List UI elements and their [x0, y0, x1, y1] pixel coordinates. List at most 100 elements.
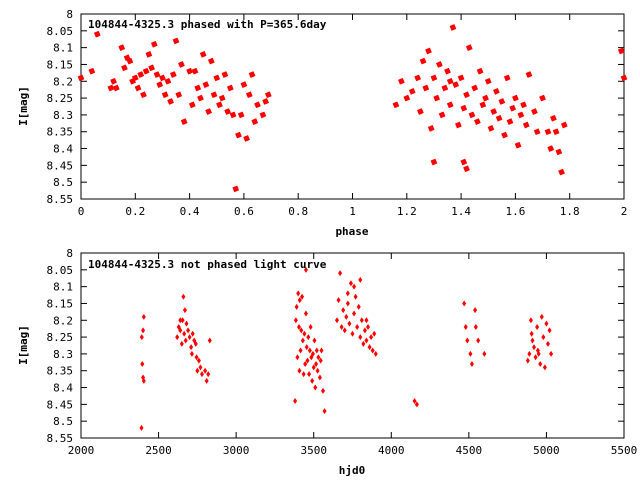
phased-data-point: [164, 77, 172, 85]
phased-data-point: [150, 40, 158, 48]
unphased-data-point: [302, 330, 307, 337]
unphased-data-point: [307, 371, 312, 378]
unphased-x-ticks: 2000 2500 3000 3500 4000 4500 5000 5500: [68, 253, 638, 457]
unphased-y-tick-label: 8.3: [53, 348, 73, 361]
unphased-data-point: [345, 290, 350, 297]
unphased-y-axis-label: I[mag]: [17, 325, 30, 365]
unphased-data-point: [344, 313, 349, 320]
unphased-data-point: [175, 334, 180, 341]
phased-data-point: [520, 101, 527, 109]
phased-data-point: [169, 71, 177, 78]
phased-x-tick-label: 0: [78, 205, 85, 218]
unphased-y-tick-label: 8.05: [47, 264, 74, 277]
unphased-data-point: [206, 371, 211, 378]
unphased-data-point: [294, 303, 299, 310]
phased-data-point: [484, 77, 492, 85]
unphased-data-point: [414, 401, 419, 408]
phased-data-point: [560, 121, 568, 129]
phased-y-tick-label: 8.15: [47, 58, 74, 71]
unphased-data-point: [189, 350, 194, 357]
unphased-data-point: [549, 350, 554, 357]
unphased-data-point: [293, 317, 298, 324]
phased-data-point: [161, 91, 169, 99]
unphased-y-tick-label: 8.1: [53, 281, 73, 294]
phased-data-point: [207, 57, 215, 65]
phased-data-point: [243, 135, 250, 142]
unphased-data-point: [364, 337, 369, 344]
unphased-data-point: [181, 293, 186, 300]
unphased-data-point: [359, 317, 364, 324]
phased-data-point: [617, 47, 625, 55]
phased-data-point: [194, 84, 202, 92]
phased-data-point: [460, 158, 468, 166]
unphased-x-tick-label: 5000: [533, 444, 560, 457]
phased-x-tick-label: 0.8: [288, 205, 308, 218]
phased-data-point: [487, 125, 495, 132]
phased-data-point: [522, 121, 530, 129]
unphased-data-point: [533, 354, 538, 361]
phased-data-point: [392, 101, 400, 109]
unphased-data-point: [180, 317, 185, 324]
unphased-data-point: [361, 340, 366, 347]
unphased-data-point: [189, 344, 194, 351]
unphased-y-tick-label: 8.15: [47, 297, 74, 310]
unphased-x-tick-label: 3000: [223, 444, 250, 457]
phased-data-point: [460, 104, 468, 112]
phased-data-point: [191, 67, 199, 75]
phased-data-point: [514, 141, 522, 149]
unphased-data-point: [196, 357, 201, 364]
unphased-y-tick-label: 8.5: [53, 415, 73, 428]
phased-data-point: [455, 121, 462, 129]
phased-data-point: [172, 37, 180, 45]
unphased-data-point: [369, 334, 374, 341]
phased-data-point: [235, 131, 242, 139]
phased-data-point: [438, 111, 446, 119]
unphased-data-point: [367, 344, 372, 351]
phased-data-point: [229, 111, 237, 119]
phased-data-point: [248, 71, 256, 78]
phased-data-point: [131, 74, 139, 82]
phased-data-point: [457, 74, 465, 82]
unphased-data-point: [300, 293, 305, 300]
unphased-data-point: [538, 361, 543, 367]
unphased-data-point: [300, 337, 305, 344]
unphased-data-point: [319, 347, 324, 354]
unphased-data-point: [476, 337, 481, 344]
phased-data-point: [178, 61, 185, 68]
unphased-data-point: [303, 361, 308, 367]
unphased-data-point: [301, 371, 306, 378]
phased-data-point: [446, 77, 454, 85]
unphased-x-axis-label: hjd0: [339, 464, 366, 477]
unphased-data-point: [525, 357, 530, 364]
unphased-data-point: [334, 317, 339, 324]
phased-data-point: [463, 165, 470, 173]
phased-data-point: [112, 84, 120, 92]
phased-data-point: [403, 94, 411, 102]
unphased-data-point: [310, 350, 315, 357]
phased-data-point: [436, 61, 443, 68]
phased-y-axis-label: I[mag]: [17, 86, 30, 126]
unphased-data-point: [317, 374, 322, 381]
phased-data-point: [197, 94, 204, 102]
unphased-data-point: [190, 330, 195, 337]
phased-data-point: [148, 64, 155, 72]
unphased-data-point: [364, 317, 369, 324]
unphased-x-tick-label: 4000: [378, 444, 405, 457]
unphased-y-tick-label: 8.35: [47, 365, 74, 378]
unphased-data-point: [193, 340, 198, 347]
unphased-data-point: [140, 361, 145, 367]
phased-data-point: [620, 74, 628, 82]
unphased-x-tick-label: 5500: [611, 444, 638, 457]
unphased-data-point: [194, 354, 199, 361]
unphased-data-point: [529, 330, 534, 337]
phased-data-point: [140, 91, 147, 99]
unphased-data-point: [139, 424, 144, 431]
unphased-data-point: [182, 330, 187, 337]
phased-data-point: [490, 108, 498, 115]
unphased-y-tick-label: 8.45: [47, 398, 74, 411]
phased-data-point: [422, 84, 430, 92]
unphased-y-tick-label: 8.4: [53, 382, 73, 395]
phased-data-point: [533, 128, 541, 136]
phased-data-point: [202, 81, 210, 88]
unphased-data-point: [321, 387, 326, 394]
